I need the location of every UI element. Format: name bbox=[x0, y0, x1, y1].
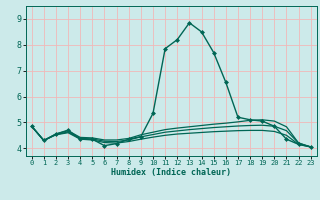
X-axis label: Humidex (Indice chaleur): Humidex (Indice chaleur) bbox=[111, 168, 231, 177]
